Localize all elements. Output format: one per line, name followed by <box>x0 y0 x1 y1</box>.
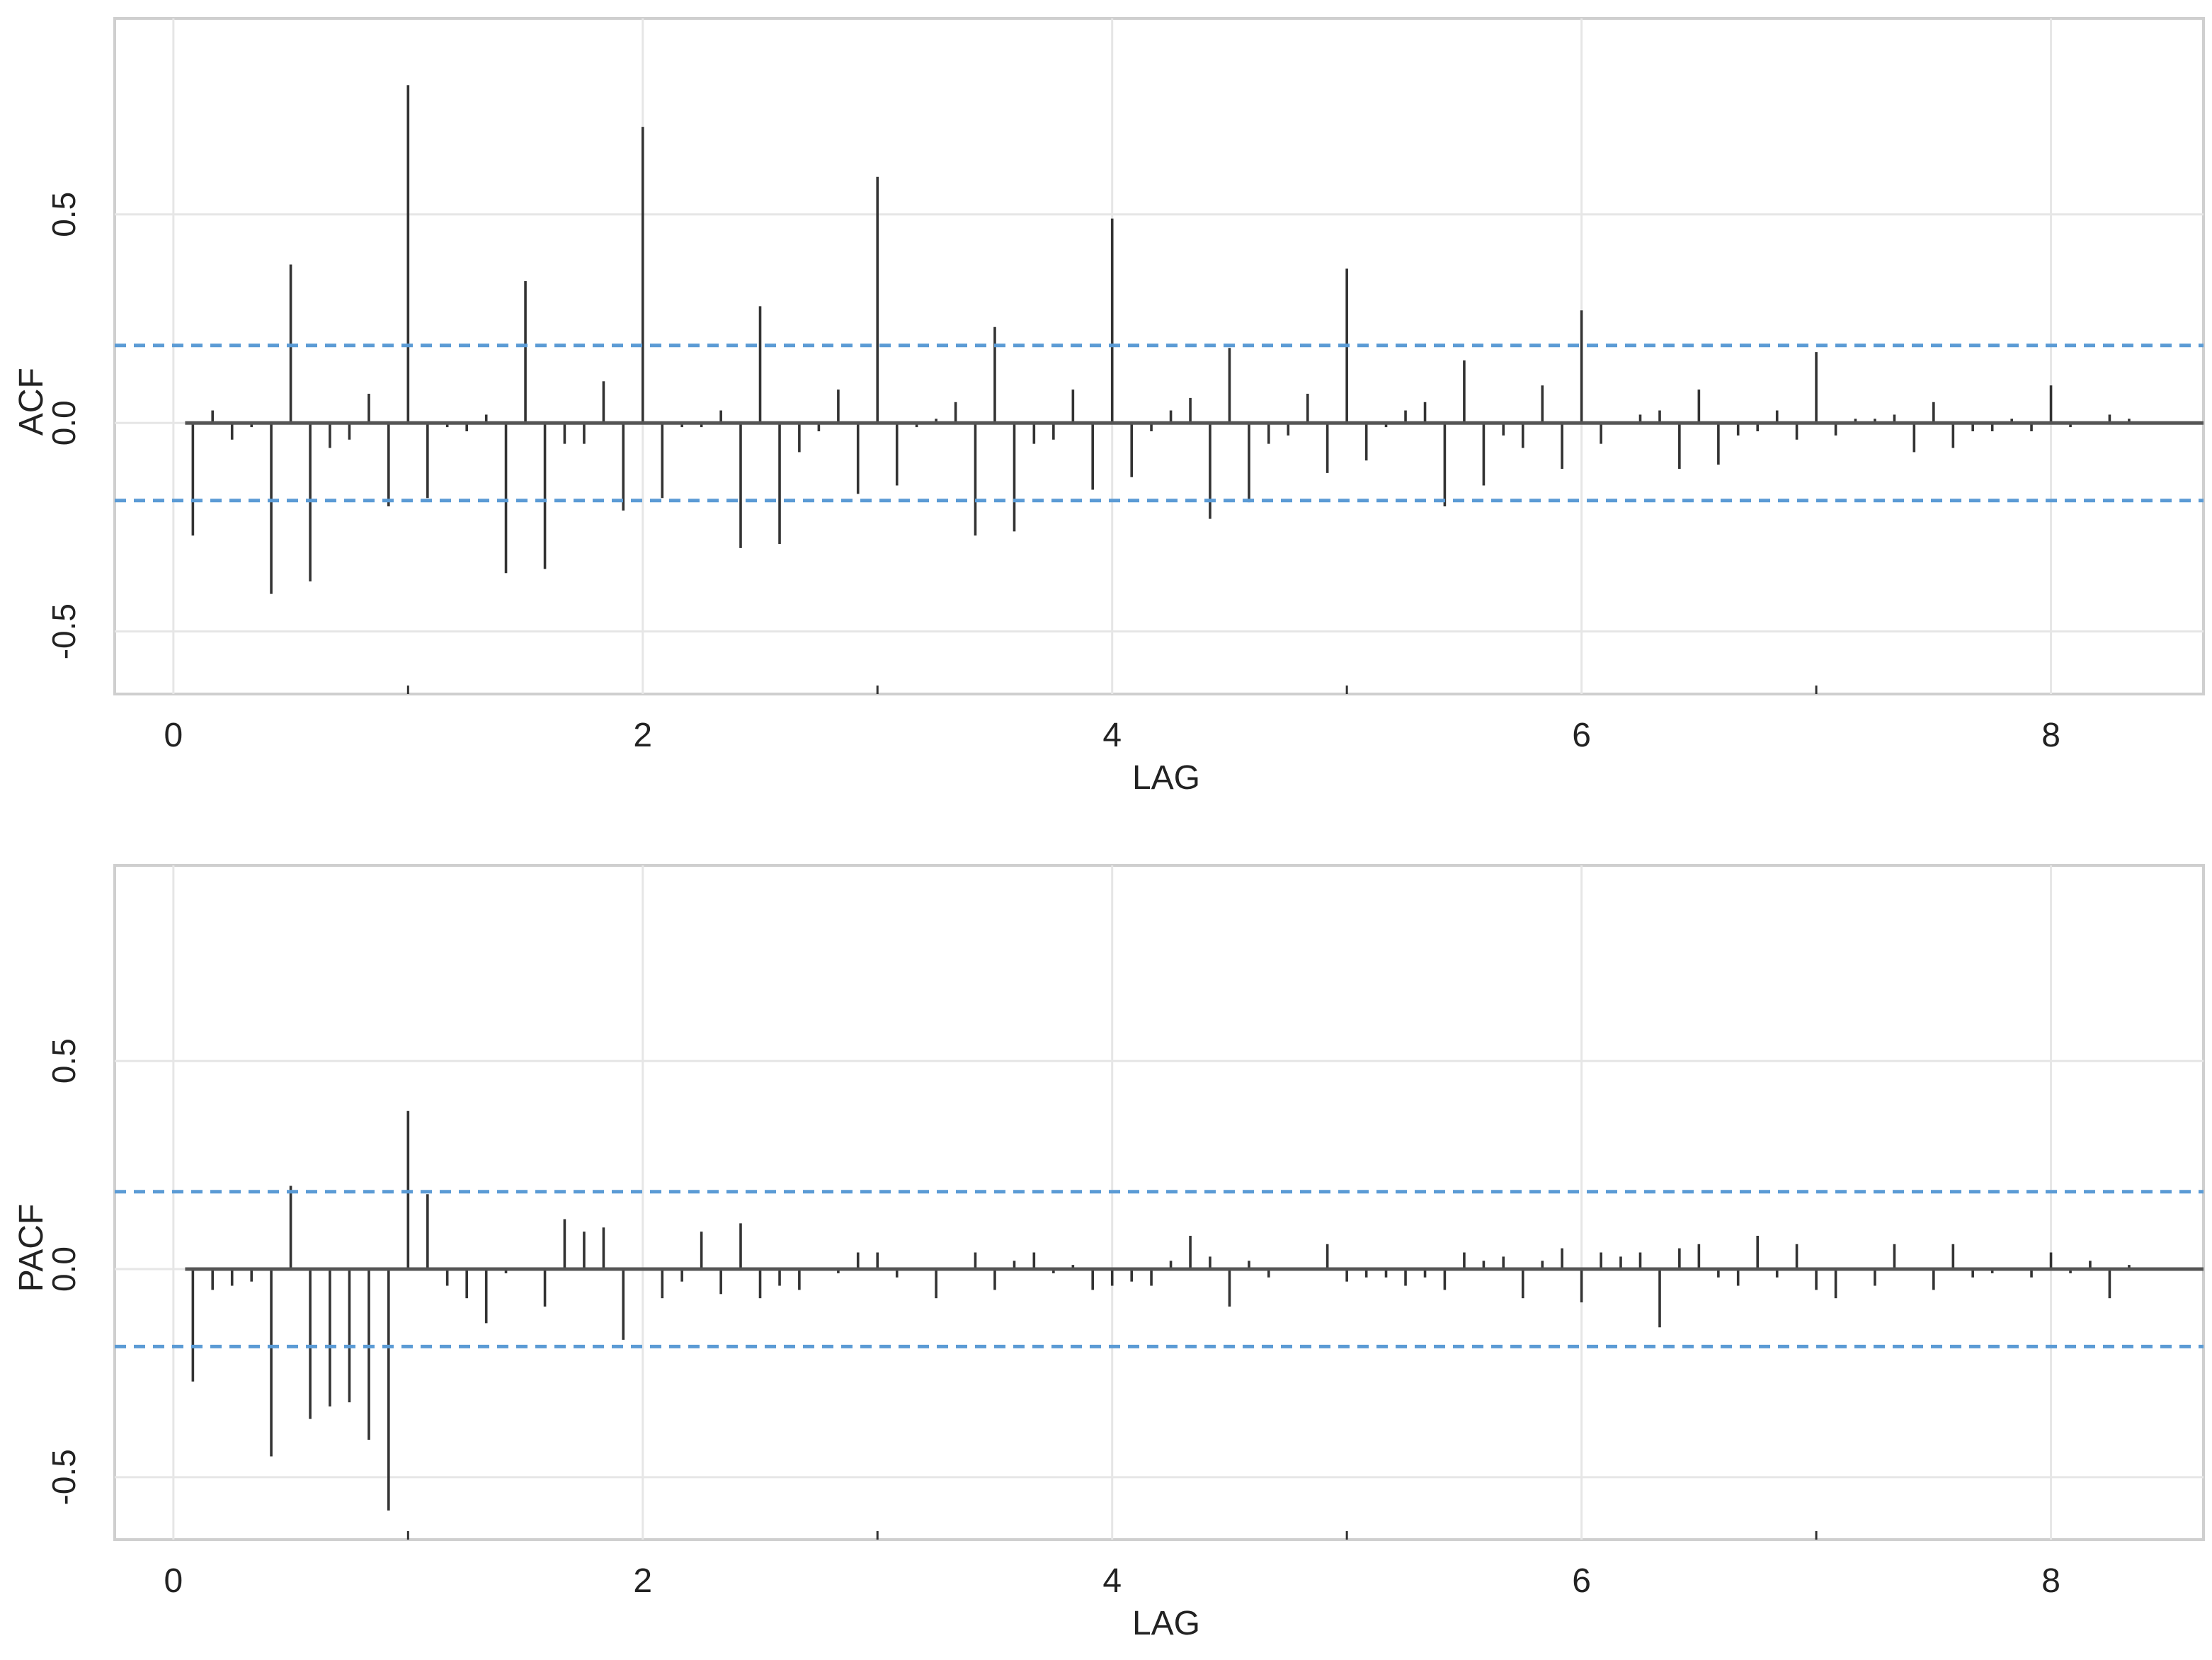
acf-panel: 0 2 4 6 8 -0.5 0.0 0.5 LAG ACF <box>13 17 2205 797</box>
x-tick-label: 2 <box>633 1562 652 1600</box>
x-axis-label: LAG <box>1132 759 1200 797</box>
x-tick-label: 4 <box>1102 717 1122 754</box>
x-axis-label: LAG <box>1132 1605 1200 1642</box>
x-tick-label: 6 <box>1572 1562 1591 1600</box>
x-tick-label: 8 <box>2041 1562 2060 1600</box>
x-tick-label: 0 <box>164 1562 183 1600</box>
y-tick-label: -0.5 <box>45 1449 82 1505</box>
y-tick-label: -0.5 <box>45 603 82 659</box>
y-tick-label: 0.5 <box>45 1038 82 1084</box>
x-tick-label: 8 <box>2041 717 2060 754</box>
x-tick-label: 4 <box>1102 1562 1122 1600</box>
x-tick-label: 0 <box>164 717 183 754</box>
plot-background <box>113 17 2205 695</box>
y-tick-label: 0.0 <box>45 400 82 445</box>
y-axis-label: ACF <box>13 368 50 436</box>
y-tick-label: 0.5 <box>45 192 82 237</box>
y-tick-label: 0.0 <box>45 1246 82 1292</box>
y-axis-label: PACF <box>13 1204 50 1292</box>
pacf-panel: 0 2 4 6 8 -0.5 0.0 0.5 LAG PACF <box>13 864 2205 1642</box>
x-tick-label: 2 <box>633 717 652 754</box>
x-tick-label: 6 <box>1572 717 1591 754</box>
plot-background <box>113 864 2205 1541</box>
